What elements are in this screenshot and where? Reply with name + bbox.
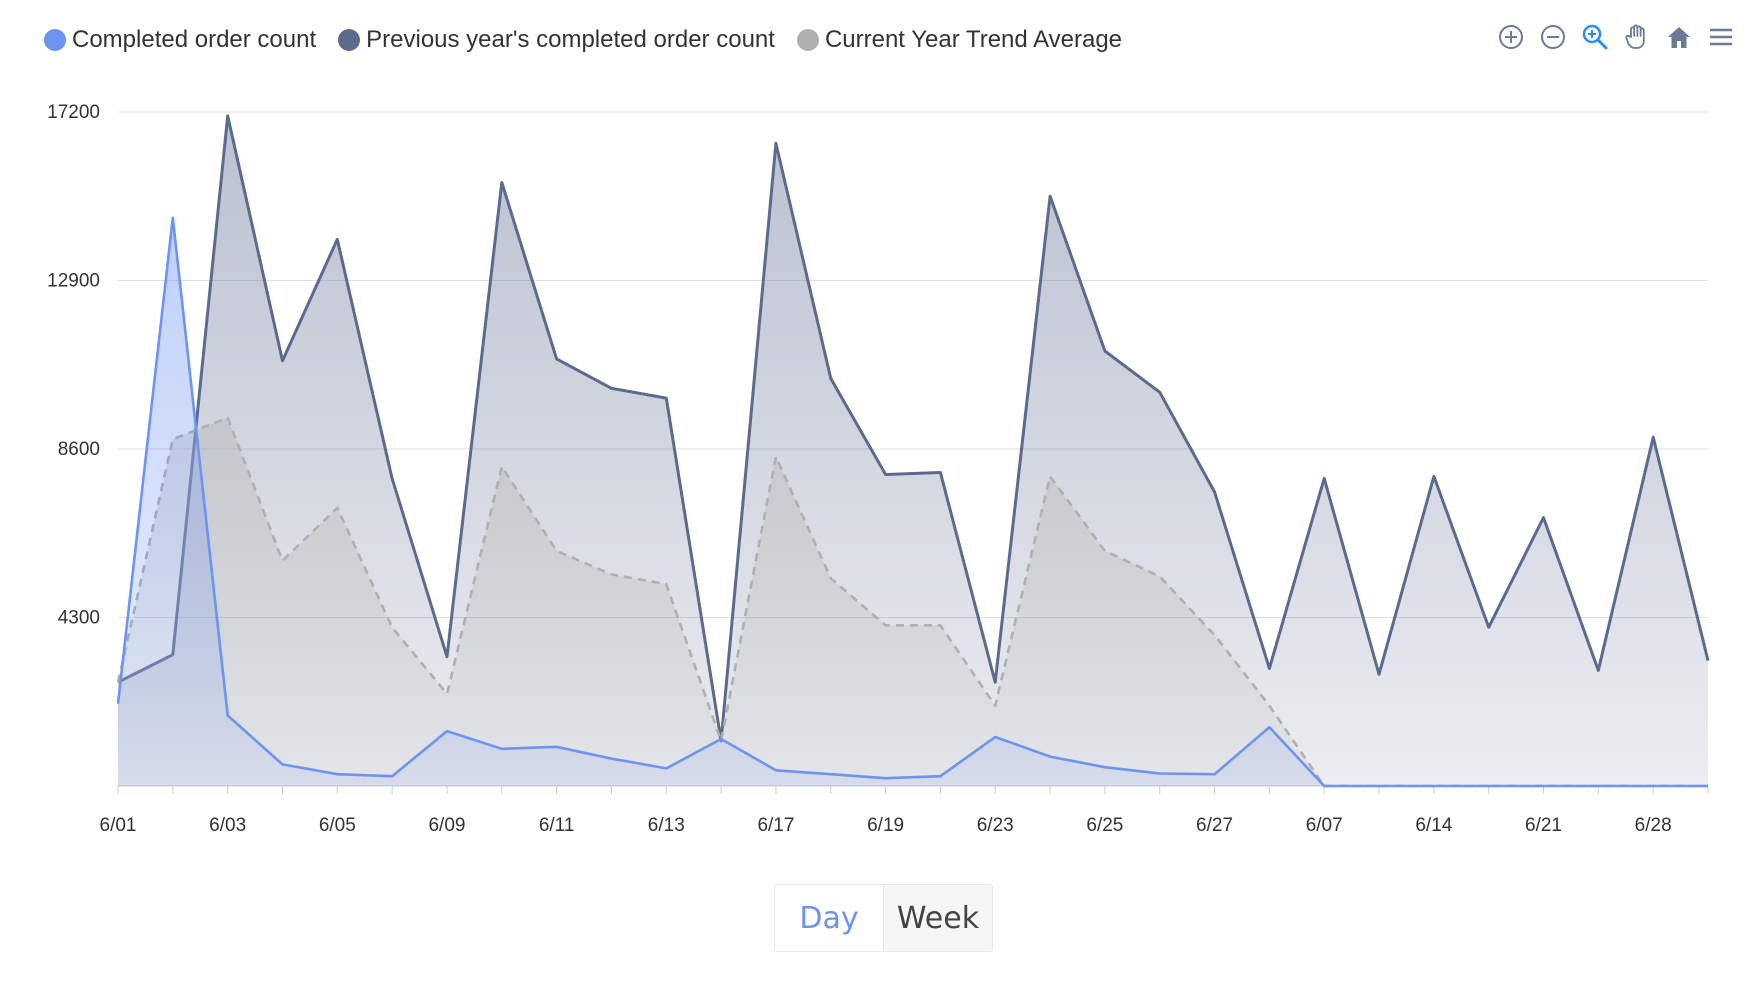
x-tick-label: 6/21 (1525, 815, 1562, 836)
range-switch: Day Week (774, 884, 993, 952)
x-tick-label: 6/17 (757, 815, 794, 836)
zoom-out-icon[interactable] (1538, 22, 1568, 52)
series-line (116, 216, 1708, 788)
week-button[interactable]: Week (883, 885, 992, 951)
area-chart: 4300 8600 12900 17200 6/01 6/03 6/05 6/09 6/11 6/… (47, 102, 1710, 836)
x-tick-label: 6/27 (1196, 815, 1233, 836)
legend-item[interactable]: Completed order count (44, 26, 316, 54)
y-tick-label: 17200 (47, 102, 100, 123)
x-tick-label: 6/03 (209, 815, 246, 836)
reset-home-icon[interactable] (1664, 22, 1694, 52)
menu-icon[interactable] (1706, 22, 1736, 52)
day-button[interactable]: Day (775, 885, 883, 951)
series-line (117, 114, 1710, 743)
x-tick-label: 6/19 (867, 815, 904, 836)
pan-hand-icon[interactable] (1622, 22, 1652, 52)
x-tick-label: 6/28 (1635, 815, 1672, 836)
x-tick-label: 6/11 (539, 815, 575, 836)
y-tick-label: 8600 (58, 439, 100, 460)
legend-marker-icon (338, 29, 361, 51)
x-tick-label: 6/14 (1415, 815, 1452, 836)
chart-toolbar (1496, 22, 1736, 52)
legend-label: Completed order count (72, 26, 317, 53)
y-tick-label: 4300 (58, 608, 100, 629)
zoom-in-icon[interactable] (1496, 22, 1526, 52)
x-tick-label: 6/25 (1086, 815, 1123, 836)
x-tick-label: 6/23 (977, 815, 1014, 836)
chart-legend: Completed order count Previous year's com… (44, 26, 1122, 54)
x-tick-label: 6/09 (428, 815, 465, 836)
legend-label: Previous year's completed order count (366, 26, 775, 53)
series-area (118, 417, 1708, 786)
x-tick-label: 6/01 (100, 815, 137, 836)
x-tick-label: 6/07 (1306, 815, 1343, 836)
x-tick-label: 6/05 (319, 815, 356, 836)
legend-item[interactable]: Current Year Trend Average (796, 26, 1123, 54)
legend-item[interactable]: Previous year's completed order count (338, 26, 775, 54)
y-tick-label: 12900 (47, 271, 100, 292)
legend-marker-icon (44, 29, 66, 51)
legend-label: Current Year Trend Average (824, 26, 1123, 53)
x-tick-label: 6/13 (648, 815, 685, 836)
legend-marker-icon (796, 29, 819, 51)
selection-zoom-icon[interactable] (1580, 22, 1610, 52)
